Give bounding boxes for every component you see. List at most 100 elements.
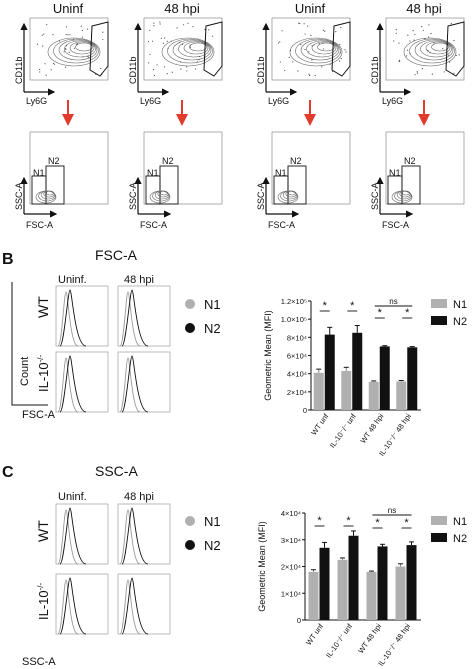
dot: [297, 70, 299, 72]
ly6g-label: Ly6G: [140, 96, 161, 106]
contour-line: [161, 37, 215, 67]
dot: [339, 43, 341, 46]
dot: [406, 49, 409, 51]
dot: [156, 64, 158, 66]
category-label: IL-10⁻/⁻ unf: [324, 621, 355, 659]
dot: [398, 42, 400, 44]
dot: [310, 34, 312, 37]
dot: [64, 66, 67, 68]
contour-line: [420, 40, 452, 58]
dot: [88, 56, 90, 58]
bar-n1: [337, 559, 348, 620]
legend-n1-swatch: [431, 516, 447, 525]
significance-label: *: [404, 517, 409, 529]
y-tick-label: 1×10⁴: [281, 589, 301, 598]
dot: [339, 52, 341, 54]
dot: [311, 45, 313, 47]
legend-n1-label: N1: [204, 514, 221, 529]
dot: [72, 39, 74, 41]
legend-n2-label: N2: [204, 321, 221, 336]
dot: [39, 71, 41, 73]
dot: [176, 27, 178, 29]
contour-line: [53, 38, 99, 64]
dot: [407, 34, 409, 36]
dot: [323, 48, 325, 50]
dot: [160, 37, 163, 40]
panel-b-row-wt: WT: [35, 296, 51, 318]
significance-label: *: [317, 515, 322, 527]
dot: [431, 73, 433, 75]
panel-b-letter: B: [2, 251, 14, 268]
n2-gate-label: N2: [162, 156, 174, 166]
contour-line: [189, 42, 207, 52]
y-tick-label: 4×10⁴: [287, 370, 307, 379]
dot: [163, 66, 166, 68]
dot: [180, 68, 182, 70]
significance-label: ns: [388, 506, 396, 515]
dot: [281, 30, 283, 32]
flow-title-1: Uninf: [53, 1, 84, 16]
y-tick-label: 0: [297, 616, 301, 625]
panel-c-col-48hpi: 48 hpi: [124, 491, 154, 503]
contour-line: [311, 41, 337, 55]
dot: [52, 34, 54, 36]
dot: [398, 59, 401, 61]
panel-b-title: FSC-A: [95, 247, 138, 263]
panel-b-col-48hpi: 48 hpi: [124, 274, 154, 286]
dot: [152, 40, 154, 42]
flow-title-3: Uninf: [295, 1, 326, 16]
dot: [167, 47, 169, 49]
dot: [292, 61, 294, 63]
contour-line: [300, 39, 340, 61]
n1-gate-label: N1: [33, 168, 45, 178]
dot: [179, 61, 182, 63]
dot: [67, 34, 69, 36]
panel-c-row-il10: IL-10-/-: [36, 582, 51, 620]
dot: [416, 71, 418, 73]
dot: [148, 62, 150, 64]
dot: [86, 28, 89, 30]
dot: [329, 63, 331, 65]
dot: [64, 48, 67, 50]
dot: [279, 61, 281, 63]
dot: [81, 36, 83, 38]
y-axis-title: Geometric Mean (MFI): [257, 521, 267, 612]
ssc-label: SSC-A: [370, 182, 380, 210]
ssc-hist-frame: [117, 573, 171, 635]
gate-n2: [159, 165, 179, 205]
dot: [63, 51, 65, 53]
bar-n1: [395, 566, 406, 620]
dot: [340, 27, 342, 29]
dot: [194, 68, 197, 70]
panel-c-ssc-label: SSC-A: [22, 656, 56, 668]
contour-line: [288, 190, 296, 196]
panel-c-letter: C: [2, 464, 14, 481]
bar-n1: [396, 381, 407, 410]
significance-label: *: [346, 515, 351, 527]
contour-line: [75, 42, 93, 52]
panel-b: B FSC-A Uninf. 48 hpi WT IL-10-/- Count …: [2, 247, 467, 458]
dot: [448, 61, 451, 63]
y-tick-label: 1.2×10⁵: [281, 297, 307, 306]
ssc-hist-frame: [55, 573, 109, 635]
ssc-n1-histogram: [119, 579, 141, 635]
legend-n2-text: N2: [453, 533, 467, 545]
panel-b-col-uninf: Uninf.: [58, 274, 87, 286]
dot: [100, 67, 102, 70]
category-label: WT 48 hpi: [358, 412, 385, 445]
dot: [277, 42, 280, 44]
bar-n2: [379, 346, 390, 410]
dot: [422, 29, 424, 32]
legend-n2-swatch: [431, 533, 447, 542]
bar-n2: [352, 332, 363, 410]
y-tick-label: 6×10⁴: [287, 352, 307, 361]
dot: [153, 74, 156, 77]
dot: [82, 56, 84, 58]
dot: [39, 68, 41, 71]
dot: [335, 31, 337, 33]
dot: [170, 40, 172, 42]
panel-c-histograms: [55, 503, 171, 635]
dot: [298, 22, 300, 24]
